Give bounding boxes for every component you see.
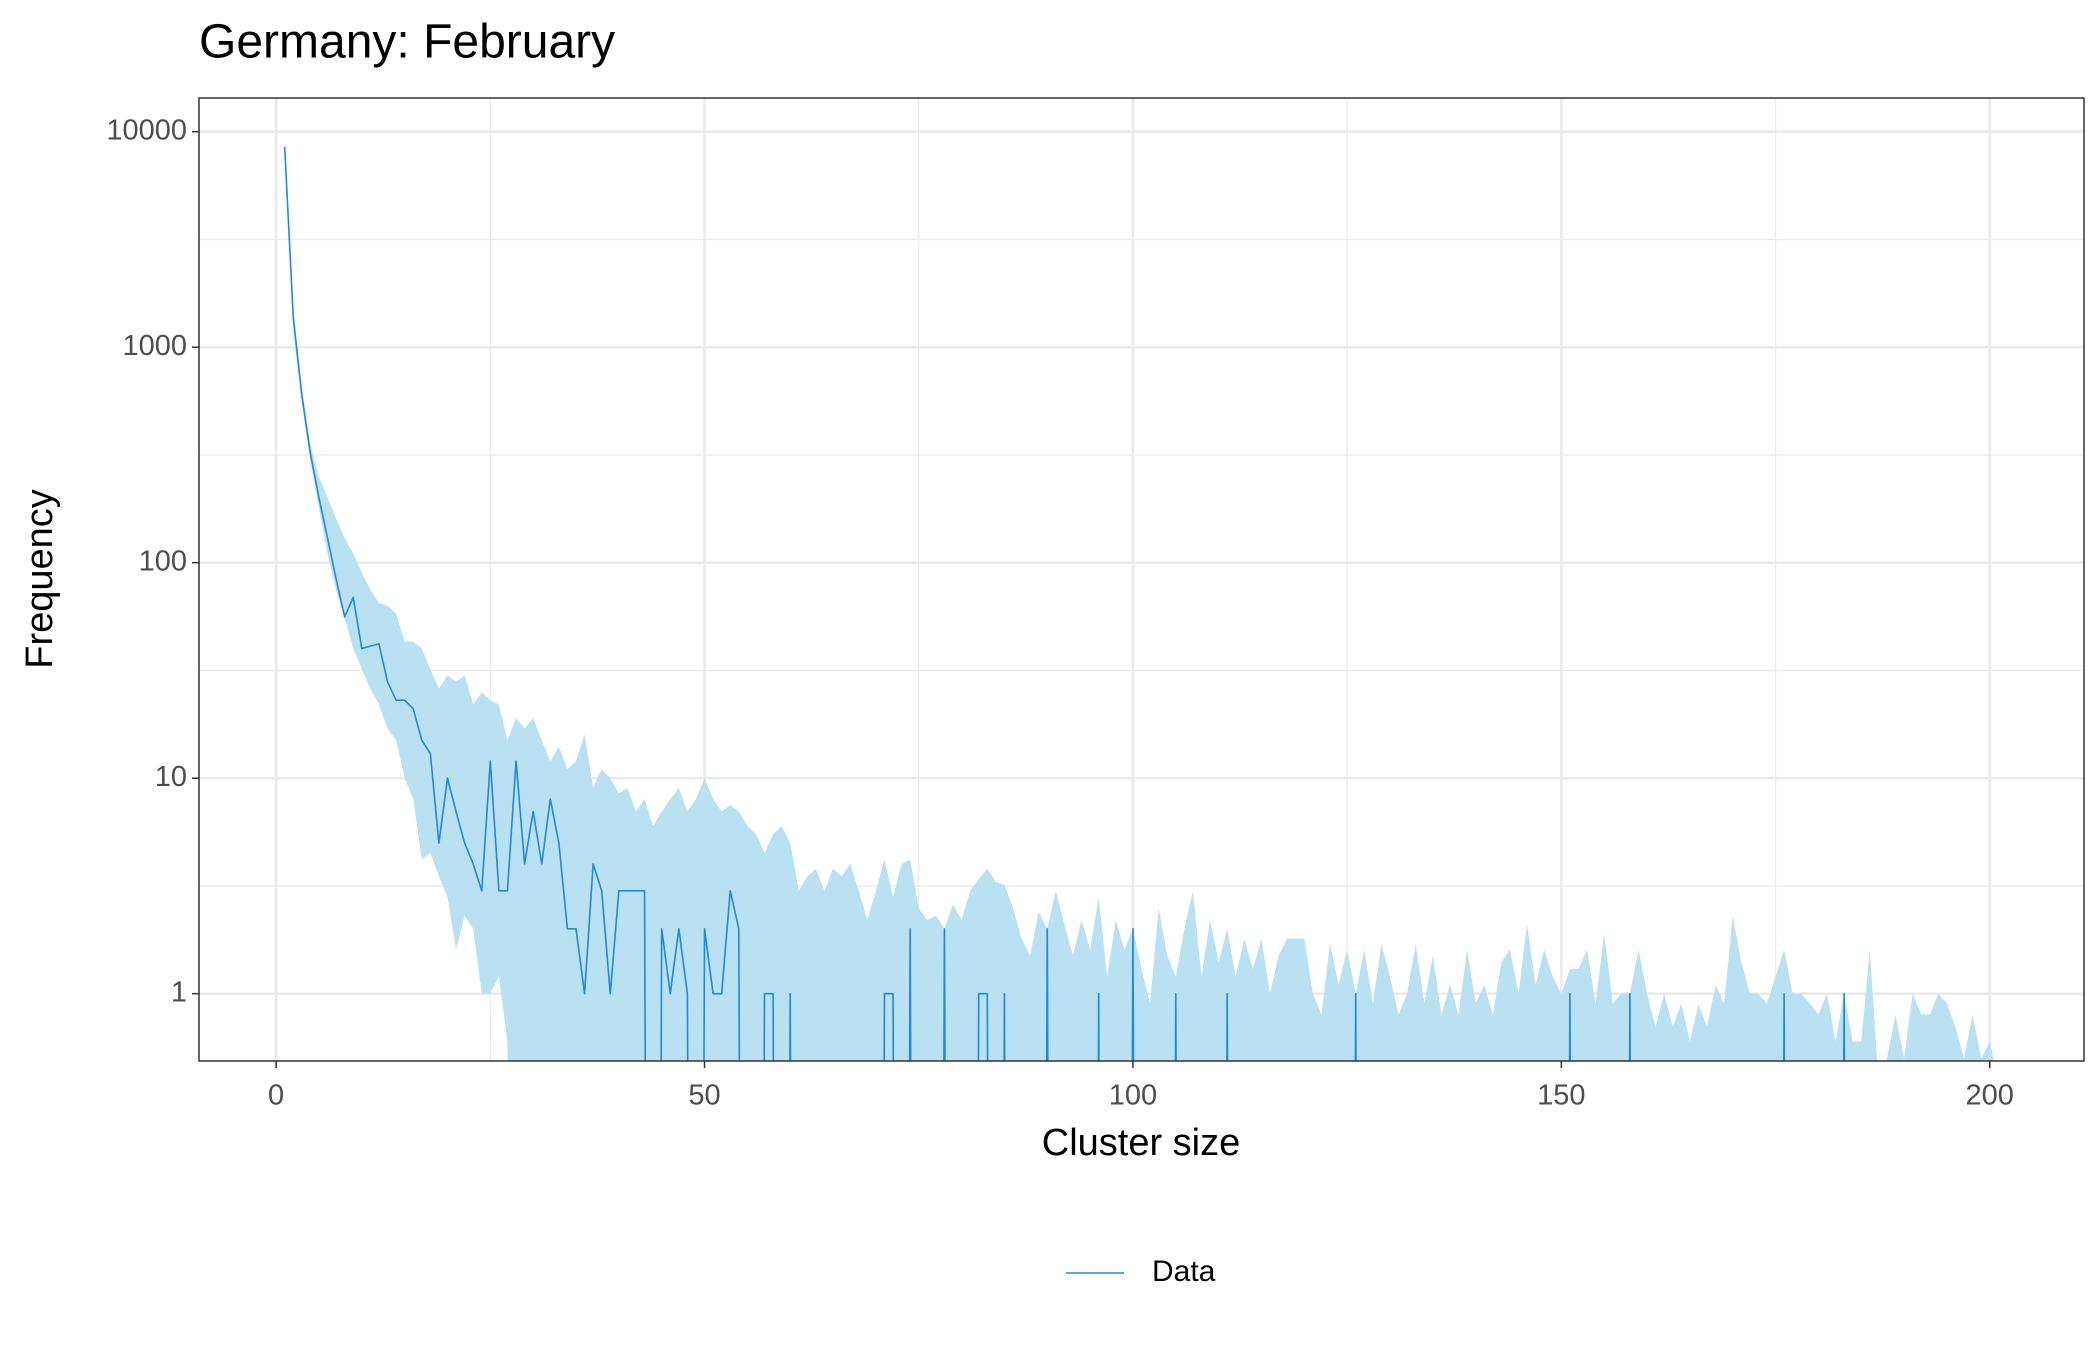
data-line xyxy=(283,146,1846,1061)
y-tick-label: 100 xyxy=(139,545,187,577)
y-axis-title: Frequency xyxy=(19,489,61,669)
x-axis-title: Cluster size xyxy=(1042,1122,1241,1164)
y-tick-label: 10 xyxy=(155,761,187,793)
legend-label: Data xyxy=(1152,1255,1216,1288)
plot-area xyxy=(283,145,1995,1061)
x-tick-label: 100 xyxy=(1109,1080,1157,1112)
y-tick-label: 1 xyxy=(171,976,187,1008)
y-tick-label: 1000 xyxy=(122,330,187,362)
chart-title: Germany: February xyxy=(199,16,615,69)
y-tick-label: 10000 xyxy=(106,114,187,146)
panel-border xyxy=(198,97,2085,1062)
x-tick-label: 0 xyxy=(268,1080,284,1112)
x-tick-label: 200 xyxy=(1966,1080,2014,1112)
x-tick-label: 150 xyxy=(1537,1080,1585,1112)
axes: 0 50 100 150 200 1 10 100 1000 10000 xyxy=(106,114,2014,1111)
x-tick-label: 50 xyxy=(688,1080,720,1112)
ribbon xyxy=(284,145,1995,1061)
